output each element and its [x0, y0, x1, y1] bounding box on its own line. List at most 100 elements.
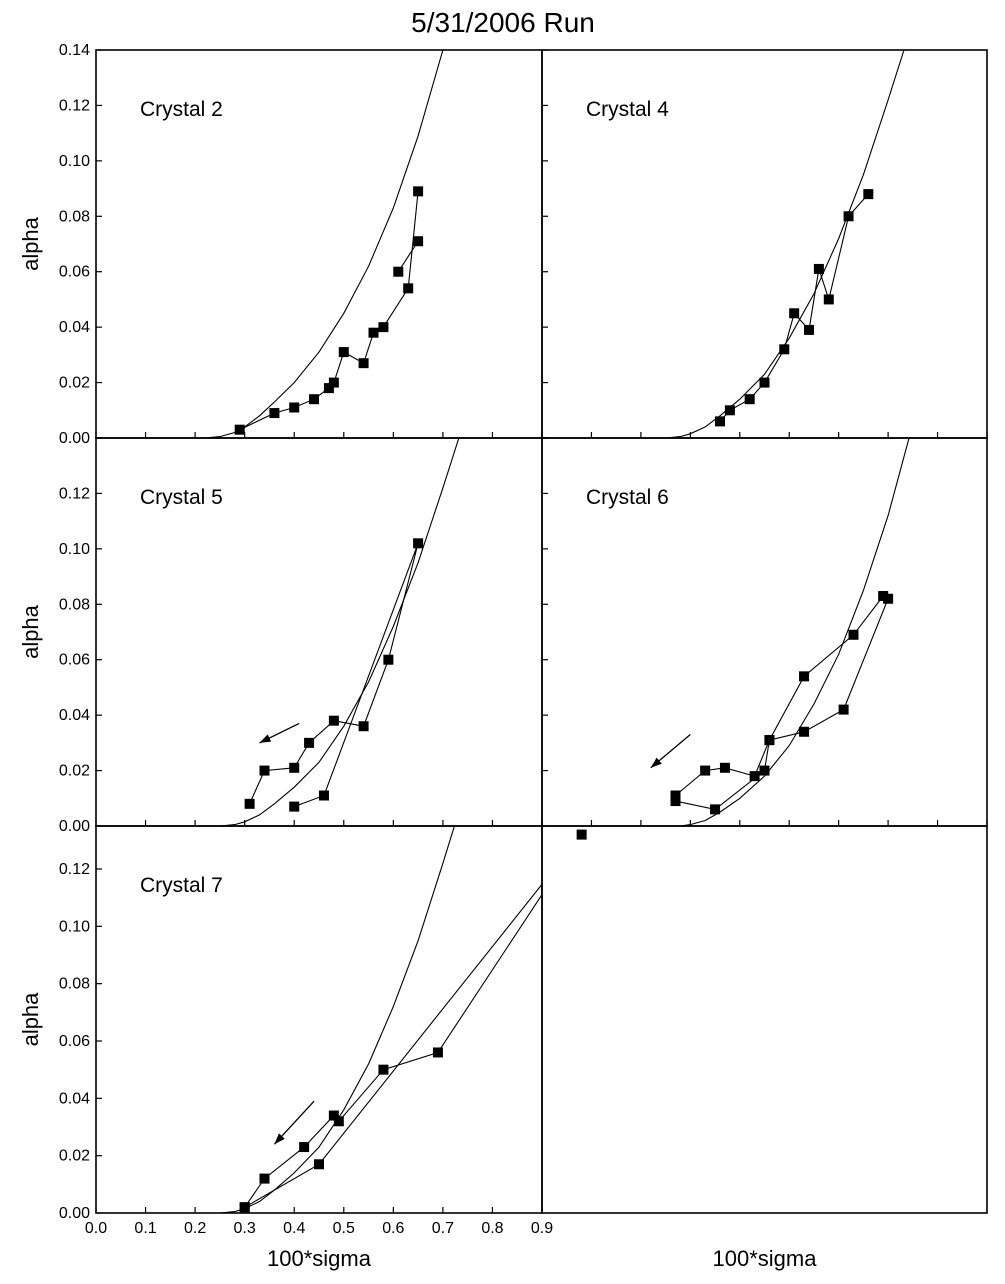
data-point — [333, 1116, 344, 1127]
series-line — [244, 883, 542, 1208]
x-axis-label: 100*sigma — [267, 1246, 372, 1271]
series-line — [249, 543, 419, 808]
series-line — [397, 240, 419, 272]
y-tick-label: 0.06 — [59, 652, 90, 669]
y-tick-label: 0.08 — [59, 596, 90, 613]
data-point — [323, 383, 334, 394]
data-point — [804, 324, 814, 335]
figure-title: 5/31/2006 Run — [411, 7, 595, 38]
x-tick-label: 0.0 — [85, 1220, 107, 1237]
data-point — [670, 790, 681, 801]
data-point — [234, 424, 245, 435]
y-tick-label: 0.10 — [59, 541, 90, 558]
data-point — [759, 377, 770, 388]
data-point — [328, 377, 339, 388]
data-point — [299, 1142, 310, 1153]
y-tick-label: 0.04 — [59, 1090, 90, 1107]
fit-curve — [219, 438, 460, 826]
y-tick-label: 0.04 — [59, 319, 90, 336]
panels-group: 0.00 0.02 0.04 0.06 0.08 0.10 0.12 0.14 Crystal … — [18, 42, 988, 1271]
data-point — [289, 801, 300, 812]
panel-5: 0.00 0.02 0.04 0.06 0.08 0.10 0.12 0.0 0.1 0.2 0.3… — [18, 825, 587, 1271]
y-tick-label: 0.02 — [59, 763, 90, 780]
y-tick-label: 0.02 — [59, 1148, 90, 1165]
y-tick-label: 0.10 — [59, 918, 90, 935]
data-point — [328, 715, 339, 726]
x-tick-label: 0.4 — [283, 1220, 305, 1237]
x-tick-label: 0.8 — [481, 1220, 503, 1237]
data-point — [269, 408, 280, 419]
arrow-head — [274, 1133, 285, 1145]
y-tick-label: 0.12 — [59, 97, 90, 114]
data-point — [393, 266, 404, 277]
data-point — [413, 186, 424, 197]
fit-curve — [665, 50, 905, 438]
y-tick-label: 0.10 — [59, 153, 90, 170]
y-tick-label: 0.00 — [59, 818, 90, 835]
data-point — [328, 1110, 339, 1121]
data-point — [239, 1202, 250, 1213]
data-point — [358, 721, 369, 732]
series-line — [675, 595, 889, 810]
y-tick-label: 0.00 — [59, 1205, 90, 1222]
fit-curve — [204, 50, 444, 438]
data-point — [878, 590, 889, 601]
data-point — [744, 394, 755, 405]
x-tick-label: 0.2 — [184, 1220, 206, 1237]
y-tick-label: 0.14 — [59, 42, 90, 59]
data-point — [700, 765, 711, 776]
panel-title: Crystal 4 — [586, 98, 669, 121]
data-point — [848, 629, 859, 640]
data-point — [779, 344, 790, 355]
y-tick-label: 0.12 — [59, 861, 90, 878]
data-point — [576, 829, 587, 840]
y-axis-label: alpha — [18, 216, 43, 271]
data-point — [710, 804, 721, 815]
data-point — [413, 538, 424, 549]
data-point — [670, 796, 681, 807]
y-tick-label: 0.04 — [59, 707, 90, 724]
data-point — [759, 765, 770, 776]
series-line — [719, 193, 869, 422]
x-tick-label: 0.6 — [382, 1220, 404, 1237]
data-point — [799, 671, 810, 682]
x-tick-label: 0.5 — [333, 1220, 355, 1237]
panel-4: Crystal 6 100*sigma — [541, 437, 988, 1271]
data-point — [823, 294, 834, 305]
data-point — [289, 402, 300, 413]
data-point — [259, 1173, 270, 1184]
data-point — [799, 726, 810, 737]
data-point — [358, 358, 369, 369]
data-point — [749, 771, 760, 782]
panel-6 — [541, 825, 988, 1214]
y-tick-label: 0.00 — [59, 430, 90, 447]
data-point — [378, 1064, 389, 1075]
panel-1: 0.00 0.02 0.04 0.06 0.08 0.10 0.12 0.14 Crystal … — [18, 42, 543, 447]
data-point — [378, 322, 389, 333]
panel-title: Crystal 7 — [140, 874, 223, 897]
fit-curve — [680, 438, 910, 826]
y-tick-label: 0.08 — [59, 976, 90, 993]
data-point — [259, 765, 270, 776]
data-point — [403, 283, 414, 294]
arrow-head — [650, 757, 662, 768]
data-point — [318, 790, 329, 801]
series-line — [239, 191, 419, 431]
panel-3: 0.00 0.02 0.04 0.06 0.08 0.10 0.12 Crystal 5 alp… — [18, 437, 543, 835]
data-point — [304, 737, 315, 748]
data-point — [413, 236, 424, 247]
x-tick-label: 0.1 — [134, 1220, 156, 1237]
panel-frame — [541, 825, 988, 1214]
data-point — [789, 308, 800, 319]
data-point — [289, 762, 300, 773]
data-point — [715, 416, 725, 427]
x-tick-label: 0.7 — [432, 1220, 454, 1237]
y-axis-label: alpha — [18, 604, 43, 659]
data-point — [309, 394, 320, 405]
y-tick-label: 0.08 — [59, 208, 90, 225]
data-point — [764, 735, 775, 746]
data-point — [863, 189, 874, 200]
data-point — [843, 211, 854, 222]
x-tick-label: 0.3 — [234, 1220, 256, 1237]
